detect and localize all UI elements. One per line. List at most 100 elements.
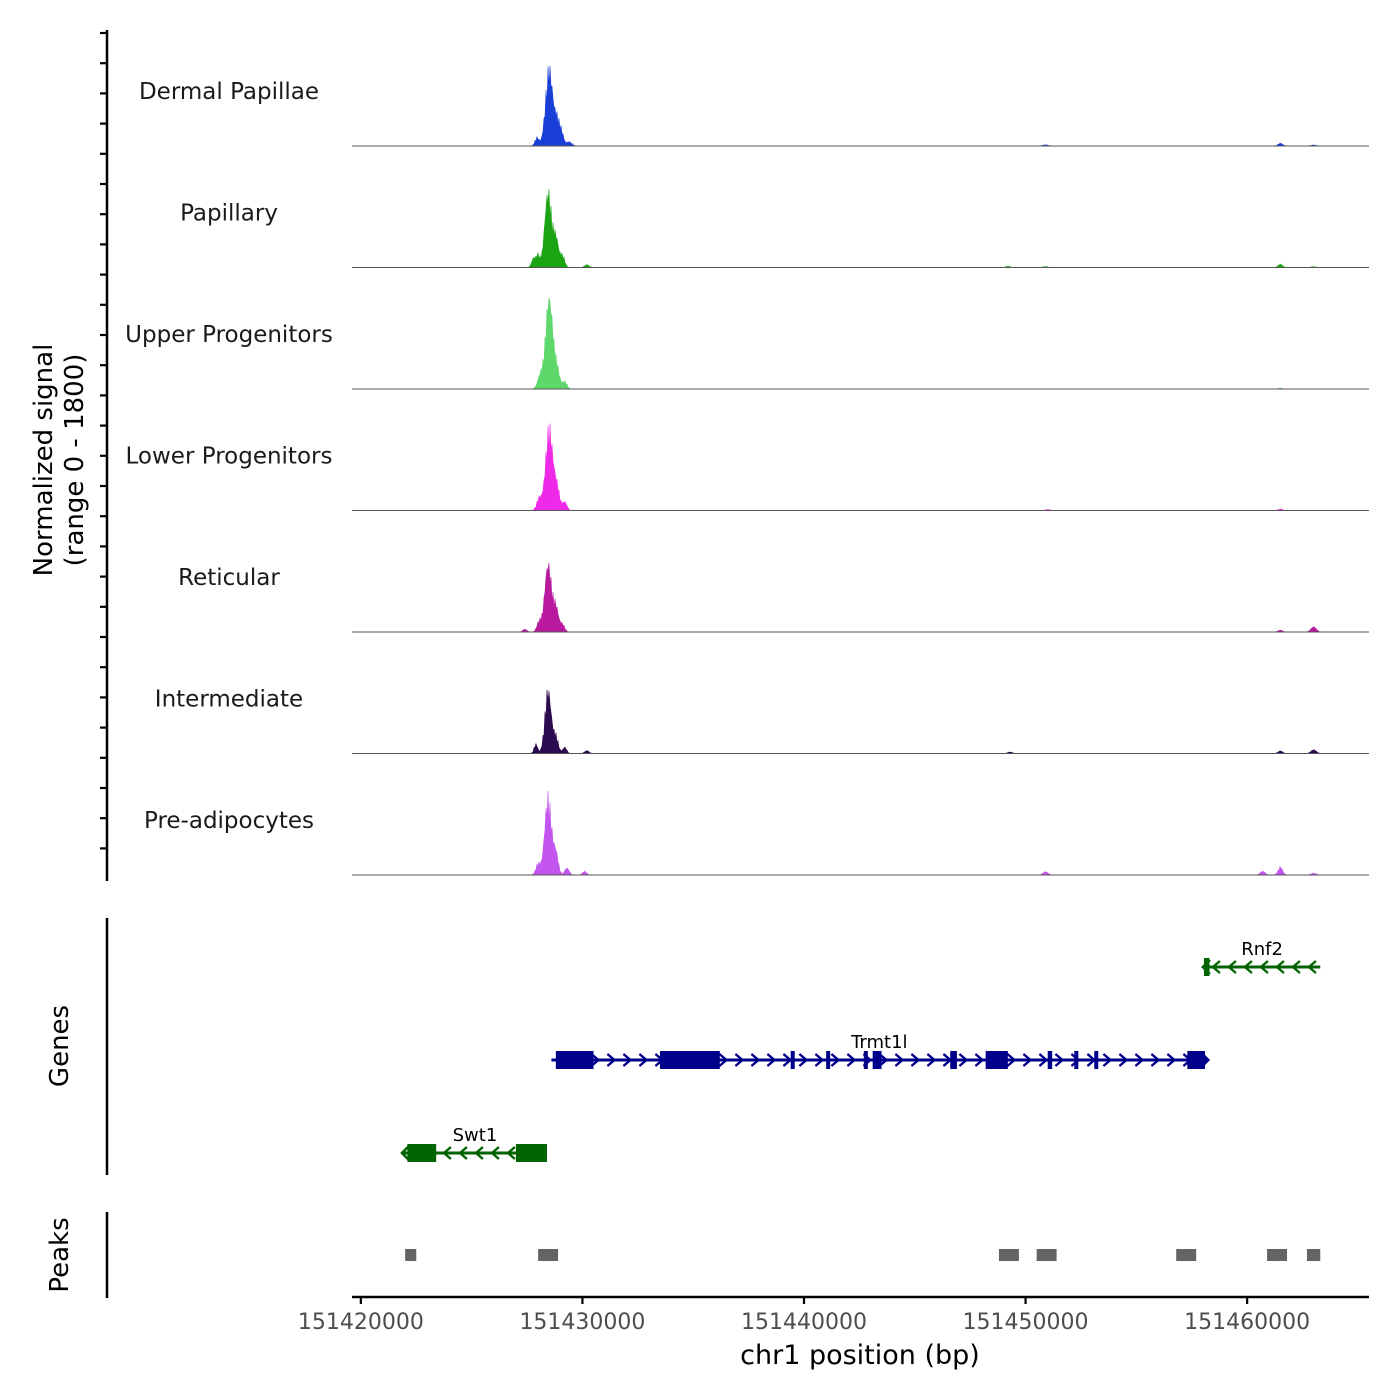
strand-arrow [734,1053,745,1067]
track-intermediate: Intermediate [155,687,1369,754]
gene-exon [555,1051,594,1069]
strand-arrow [1243,960,1253,974]
x-axis-ticks: 151420000 151430000 151440000 151450000 1514… [298,1297,1310,1335]
strand-arrow [638,1053,649,1067]
track-signal-area [352,562,1369,633]
strand-arrow [1118,1053,1129,1067]
strand-arrow [1054,1053,1065,1067]
track-pre-adipocytes: Pre-adipocytes [144,791,1369,876]
genes-y-label: Genes [45,1005,75,1087]
coverage-panel: Normalized signal (range 0 - 1800) Derma… [29,30,1369,881]
coverage-y-ticks [100,31,107,850]
peaks-y-label: Peaks [45,1217,75,1292]
gene-exon [1047,1051,1053,1069]
strand-arrow [798,1053,809,1067]
track-label: Papillary [180,201,278,227]
peak-regions [405,1249,1321,1261]
track-reticular: Reticular [178,562,1369,633]
track-upper-progenitors: Upper Progenitors [125,297,1369,390]
coverage-y-label-range: (range 0 - 1800) [60,354,90,567]
track-signal-area [352,689,1369,754]
x-axis-label: chr1 position (bp) [740,1340,980,1371]
strand-arrow [1275,960,1285,974]
peak-region [1267,1249,1288,1261]
strand-arrow [1006,1053,1017,1067]
gene-exon [515,1144,547,1162]
gene-exon [407,1144,437,1162]
coverage-y-label: Normalized signal [29,344,59,577]
x-tick-label: 151450000 [963,1310,1089,1335]
strand-arrow [606,1053,617,1067]
gene-exon [659,1051,720,1069]
gene-models: Rnf2 Trmt1l Swt1 [400,939,1321,1162]
strand-arrow [442,1146,452,1160]
x-tick-label: 151420000 [298,1310,424,1335]
strand-arrow [458,1146,468,1160]
strand-arrow [974,1053,985,1067]
strand-arrow [1307,960,1317,974]
track-signal-area [352,189,1369,268]
gene-exon [872,1051,882,1069]
track-label: Upper Progenitors [125,322,333,348]
gene-label: Trmt1l [850,1032,907,1053]
strand-arrow [718,1053,729,1067]
strand-arrow [926,1053,937,1067]
peaks-panel: Peaks [45,1212,1321,1298]
gene-exon [826,1051,831,1069]
strand-arrow [766,1053,777,1067]
gene-swt1: Swt1 [400,1125,547,1162]
gene-rnf2: Rnf2 [1201,939,1321,976]
peak-region [405,1249,417,1261]
strand-arrow [814,1053,825,1067]
track-papillary: Papillary [180,189,1369,268]
strand-arrow [1227,960,1237,974]
peak-region [1036,1249,1057,1261]
strand-arrow [1150,1053,1161,1067]
strand-arrow [1102,1053,1113,1067]
strand-arrow [1134,1053,1145,1067]
strand-arrow [490,1146,500,1160]
gene-exon [863,1051,868,1069]
peak-region [1176,1249,1197,1261]
strand-arrow [1291,960,1301,974]
gene-label: Swt1 [453,1125,498,1146]
gene-exon [1094,1051,1099,1069]
strand-arrow [1259,960,1269,974]
gene-exon [950,1051,957,1069]
x-tick-label: 151430000 [519,1310,645,1335]
track-signal-area [352,297,1369,390]
peak-region [1306,1249,1321,1261]
gene-exon [1074,1051,1079,1069]
track-lower-progenitors: Lower Progenitors [126,423,1369,511]
track-label: Lower Progenitors [126,444,333,470]
track-label: Intermediate [155,687,303,713]
gene-exon [790,1051,795,1069]
strand-arrow [1070,1053,1081,1067]
strand-arrow [910,1053,921,1067]
strand-arrow [1166,1053,1177,1067]
strand-arrow [878,1053,889,1067]
gene-trmt1l: Trmt1l [551,1032,1211,1069]
gene-exon [1203,958,1210,976]
strand-arrow [1211,960,1221,974]
peak-region [538,1249,559,1261]
genes-panel: Genes Rnf2 Trmt1l Swt1 [45,918,1321,1175]
track-signal-area [352,423,1369,511]
strand-arrow [750,1053,761,1067]
coverage-tracks: Dermal Papillae Papillary Upper Progenitor… [125,65,1369,876]
x-axis: 151420000 151430000 151440000 151450000 1514… [298,1295,1369,1371]
gene-exon [1187,1051,1206,1069]
gene-end-arrow [400,1145,410,1161]
track-label: Dermal Papillae [139,79,319,105]
strand-arrow [782,1053,793,1067]
track-signal-area [352,65,1369,147]
strand-arrow [590,1053,601,1067]
x-tick-label: 151460000 [1184,1310,1310,1335]
strand-arrow [846,1053,857,1067]
gene-exon [985,1051,1008,1069]
strand-arrow [1022,1053,1033,1067]
track-label: Reticular [178,565,280,591]
x-tick-label: 151440000 [741,1310,867,1335]
gene-label: Rnf2 [1241,939,1283,960]
